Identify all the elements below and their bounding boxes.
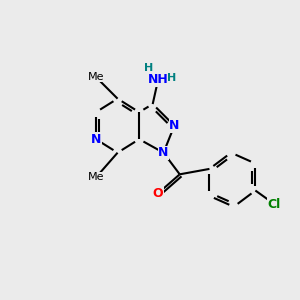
Text: NH: NH — [148, 73, 169, 86]
Text: Me: Me — [88, 172, 104, 182]
Text: H: H — [167, 74, 176, 83]
Text: N: N — [158, 146, 169, 159]
Text: O: O — [153, 187, 164, 200]
Text: H: H — [144, 63, 153, 73]
Text: Cl: Cl — [268, 197, 281, 211]
Text: Me: Me — [88, 72, 104, 82]
Text: N: N — [169, 119, 179, 132]
Text: N: N — [91, 133, 101, 146]
